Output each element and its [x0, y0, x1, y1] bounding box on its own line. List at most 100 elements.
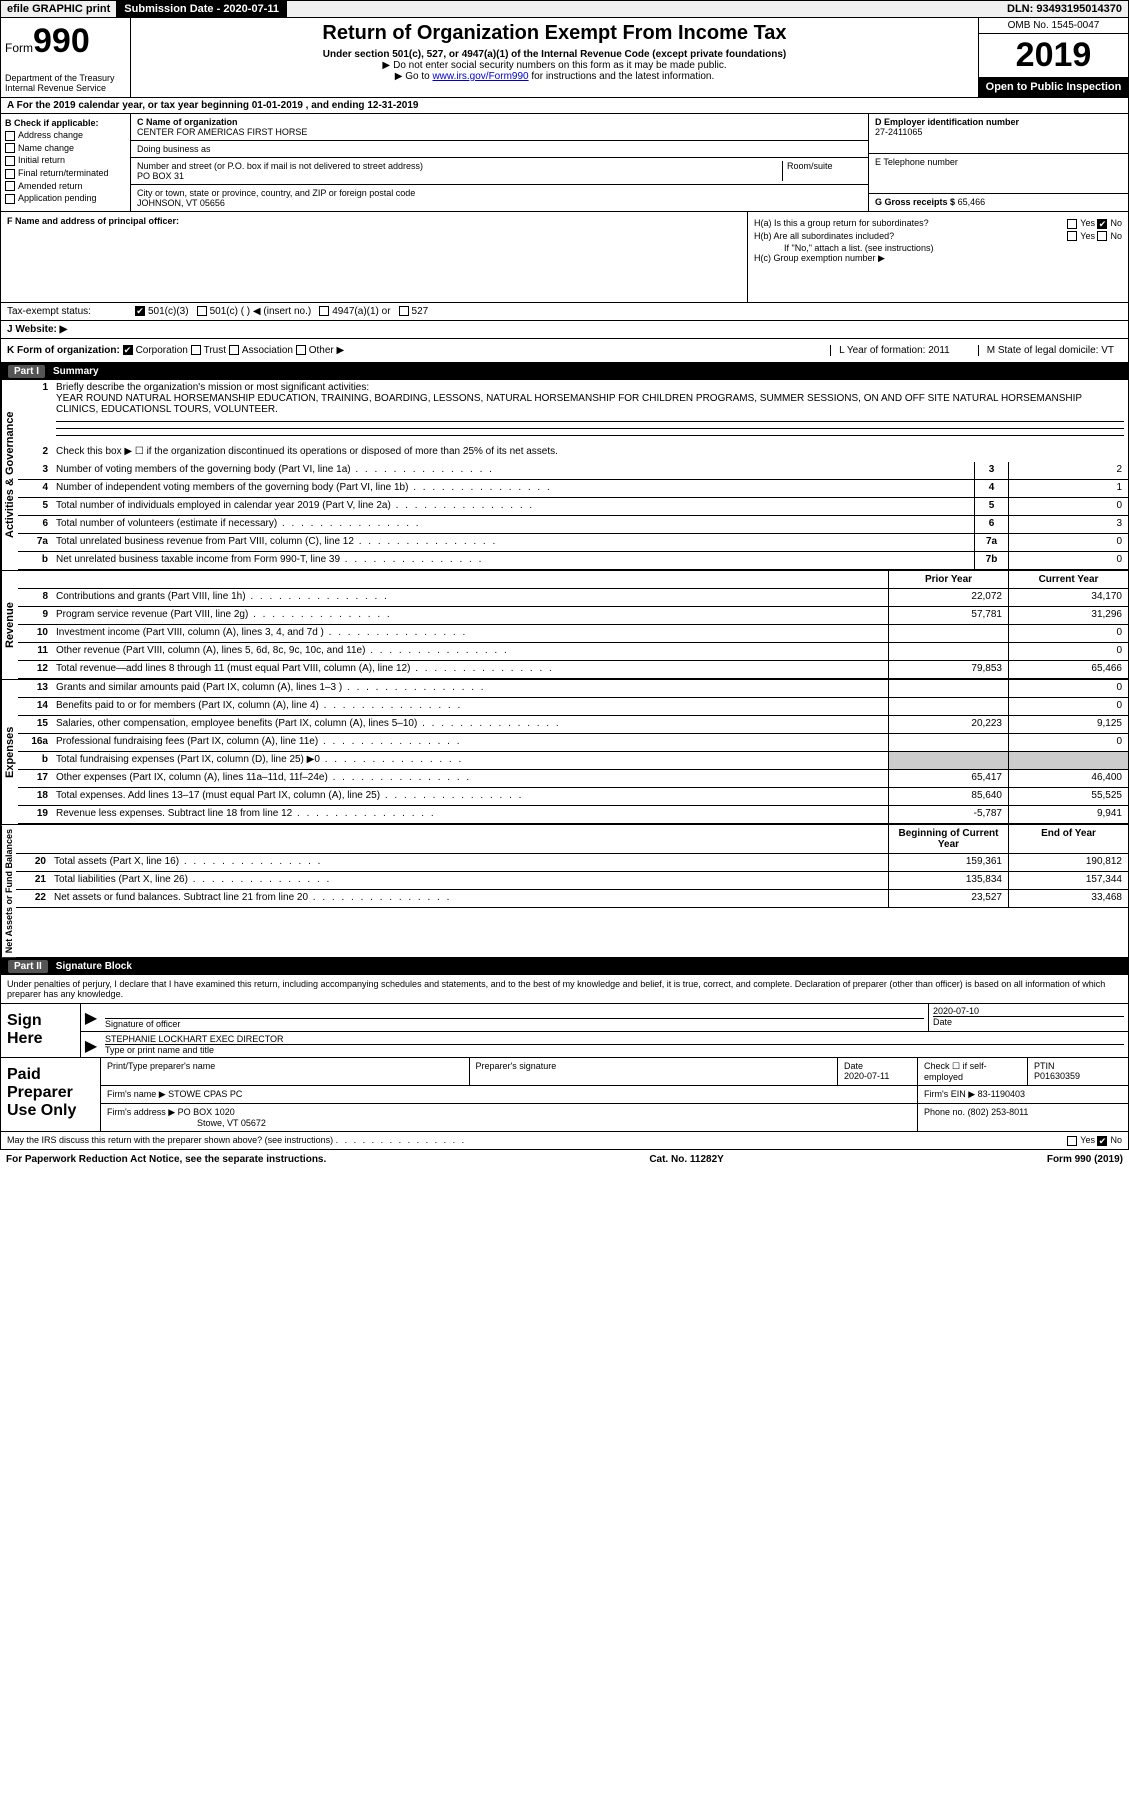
summary-row: 3Number of voting members of the governi…: [18, 462, 1128, 480]
chk-final[interactable]: Final return/terminated: [5, 168, 126, 179]
expenses-section: Expenses 13Grants and similar amounts pa…: [0, 680, 1129, 825]
summary-row: 10Investment income (Part VIII, column (…: [18, 625, 1128, 643]
org-address: PO BOX 31: [137, 171, 782, 181]
k-other-label: Other ▶: [309, 345, 344, 356]
line2-text: Check this box ▶ ☐ if the organization d…: [52, 444, 1128, 462]
summary-row: bNet unrelated business taxable income f…: [18, 552, 1128, 570]
firm-addr2: Stowe, VT 05672: [107, 1118, 266, 1128]
f-label: F Name and address of principal officer:: [7, 216, 741, 226]
activities-vlabel: Activities & Governance: [1, 380, 18, 570]
form-header: Form990 Department of the Treasury Inter…: [0, 18, 1129, 98]
summary-row: 21Total liabilities (Part X, line 26)135…: [16, 872, 1128, 890]
chk-amended-label: Amended return: [18, 181, 83, 191]
tax-year: 2019: [979, 34, 1128, 77]
goto-post: for instructions and the latest informat…: [529, 71, 715, 82]
part2-bar: Part II Signature Block: [0, 958, 1129, 975]
revenue-section: Revenue Prior Year Current Year 8Contrib…: [0, 571, 1129, 680]
irs-link[interactable]: www.irs.gov/Form990: [432, 71, 528, 82]
prior-year-header: Prior Year: [888, 571, 1008, 588]
opt-4947-label: 4947(a)(1) or: [332, 306, 390, 317]
part2-num: Part II: [8, 960, 48, 973]
period-text: A For the 2019 calendar year, or tax yea…: [1, 98, 424, 113]
k-label: K Form of organization:: [7, 345, 120, 356]
summary-row: 11Other revenue (Part VIII, column (A), …: [18, 643, 1128, 661]
revenue-vlabel: Revenue: [1, 571, 18, 679]
chk-initial[interactable]: Initial return: [5, 155, 126, 166]
sig-officer-label: Signature of officer: [105, 1018, 924, 1029]
section-klm: K Form of organization: Corporation Trus…: [0, 339, 1129, 363]
sign-here-label: Sign Here: [1, 1004, 81, 1057]
footer-right: Form 990 (2019): [1047, 1154, 1123, 1165]
discuss-label: May the IRS discuss this return with the…: [7, 1135, 333, 1145]
end-year-header: End of Year: [1008, 825, 1128, 853]
opt-527[interactable]: 527: [399, 306, 429, 317]
footer-mid: Cat. No. 11282Y: [649, 1154, 723, 1165]
year-formation: L Year of formation: 2011: [830, 345, 958, 356]
sig-declaration: Under penalties of perjury, I declare th…: [1, 975, 1128, 1003]
chk-initial-label: Initial return: [18, 155, 65, 165]
section-h: H(a) Is this a group return for subordin…: [748, 212, 1128, 302]
opt-4947[interactable]: 4947(a)(1) or: [319, 306, 390, 317]
hb-label: H(b) Are all subordinates included?: [754, 231, 894, 242]
section-c: C Name of organization CENTER FOR AMERIC…: [131, 114, 868, 211]
chk-final-label: Final return/terminated: [18, 168, 109, 178]
k-corp[interactable]: Corporation: [123, 345, 188, 356]
summary-row: bTotal fundraising expenses (Part IX, co…: [18, 752, 1128, 770]
form-number: Form990: [5, 22, 126, 61]
summary-row: 15Salaries, other compensation, employee…: [18, 716, 1128, 734]
k-assoc[interactable]: Association: [229, 345, 293, 356]
c-name-label: C Name of organization: [137, 117, 862, 127]
phone-value: (802) 253-8011: [968, 1107, 1029, 1117]
block-fh: F Name and address of principal officer:…: [0, 212, 1129, 303]
opt-501c3[interactable]: 501(c)(3): [135, 306, 189, 317]
firm-addr1: PO BOX 1020: [178, 1107, 235, 1117]
k-other[interactable]: Other ▶: [296, 345, 344, 356]
hc-label: H(c) Group exemption number ▶: [754, 253, 1122, 264]
hb-note: If "No," attach a list. (see instruction…: [754, 243, 1122, 253]
arrow-icon: ▶: [81, 1004, 101, 1031]
summary-row: 4Number of independent voting members of…: [18, 480, 1128, 498]
k-trust[interactable]: Trust: [191, 345, 226, 356]
section-j: J Website: ▶: [0, 321, 1129, 339]
e-label: E Telephone number: [875, 157, 1122, 167]
note-ssn: Do not enter social security numbers on …: [139, 60, 970, 71]
part1-num: Part I: [8, 365, 45, 378]
section-f: F Name and address of principal officer:: [1, 212, 748, 302]
firm-ein-label: Firm's EIN ▶: [924, 1089, 975, 1099]
prep-date: 2020-07-11: [844, 1071, 889, 1081]
form-990-big: 990: [33, 22, 90, 60]
arrow-icon-2: ▶: [81, 1032, 101, 1057]
section-k: K Form of organization: Corporation Trus…: [7, 345, 830, 356]
summary-row: 20Total assets (Part X, line 16)159,3611…: [16, 854, 1128, 872]
ha-answer: Yes No: [1067, 218, 1122, 229]
chk-address[interactable]: Address change: [5, 130, 126, 141]
omb-number: OMB No. 1545-0047: [979, 18, 1128, 34]
summary-row: 17Other expenses (Part IX, column (A), l…: [18, 770, 1128, 788]
signature-block: Under penalties of perjury, I declare th…: [0, 975, 1129, 1150]
b-label: B Check if applicable:: [5, 118, 126, 128]
prep-sig-header: Preparer's signature: [470, 1058, 839, 1085]
summary-row: 9Program service revenue (Part VIII, lin…: [18, 607, 1128, 625]
part1-bar: Part I Summary: [0, 363, 1129, 380]
org-city: JOHNSON, VT 05656: [137, 198, 862, 208]
gross-receipts: 65,466: [958, 197, 986, 207]
summary-row: 12Total revenue—add lines 8 through 11 (…: [18, 661, 1128, 679]
efile-label[interactable]: efile GRAPHIC print: [1, 1, 116, 17]
chk-name[interactable]: Name change: [5, 143, 126, 154]
chk-amended[interactable]: Amended return: [5, 181, 126, 192]
tax-status-row: Tax-exempt status: 501(c)(3) 501(c) ( ) …: [0, 303, 1129, 321]
mission-text: YEAR ROUND NATURAL HORSEMANSHIP EDUCATIO…: [56, 393, 1082, 415]
section-deg: D Employer identification number 27-2411…: [868, 114, 1128, 211]
note-goto: ▶ Go to www.irs.gov/Form990 for instruct…: [139, 71, 970, 82]
netassets-vlabel: Net Assets or Fund Balances: [1, 825, 16, 957]
chk-pending-label: Application pending: [18, 193, 97, 203]
summary-row: 14Benefits paid to or for members (Part …: [18, 698, 1128, 716]
opt-501c[interactable]: 501(c) ( ) ◀ (insert no.): [197, 306, 312, 317]
period-row: A For the 2019 calendar year, or tax yea…: [0, 98, 1129, 114]
prep-date-header: Date: [844, 1061, 863, 1071]
summary-row: 22Net assets or fund balances. Subtract …: [16, 890, 1128, 908]
chk-pending[interactable]: Application pending: [5, 193, 126, 204]
summary-row: 7aTotal unrelated business revenue from …: [18, 534, 1128, 552]
form-subtitle: Under section 501(c), 527, or 4947(a)(1)…: [139, 49, 970, 60]
prep-selfemp: Check ☐ if self-employed: [918, 1058, 1028, 1085]
